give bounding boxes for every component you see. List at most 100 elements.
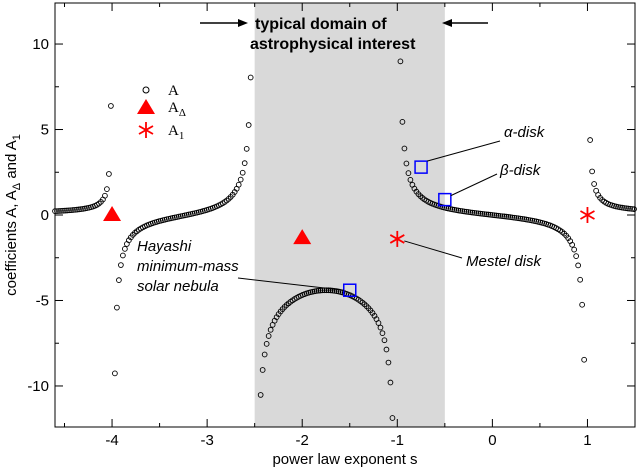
x-tick-label: 0 xyxy=(488,432,496,449)
series-a-point xyxy=(627,205,633,212)
series-a-point xyxy=(457,207,464,214)
x-tick-label: -1 xyxy=(391,432,404,449)
y-tick-label: 0 xyxy=(41,207,49,224)
series-a-point xyxy=(465,209,472,215)
series-a-point xyxy=(257,392,264,398)
series-a-point xyxy=(259,367,266,373)
series-a-point xyxy=(331,287,338,294)
series-a-point xyxy=(375,320,382,326)
series-a-point xyxy=(397,58,404,65)
series-a-point xyxy=(80,206,86,212)
annotation-hayashi-line1: Hayashi xyxy=(137,238,192,255)
series-a-point xyxy=(525,216,532,223)
series-a-point xyxy=(507,214,514,221)
series-a-point xyxy=(493,212,500,219)
series-a-point xyxy=(519,215,526,222)
series-a-point xyxy=(471,209,478,216)
x-tick-label: -2 xyxy=(296,432,309,449)
series-a-point xyxy=(317,287,324,294)
annotation-leader-lines xyxy=(237,140,501,291)
leader-beta-disk xyxy=(450,173,498,197)
series-a-point xyxy=(469,209,476,216)
series-a-point xyxy=(56,208,62,214)
legend-label-a-delta: AΔ xyxy=(168,100,186,119)
series-a-point xyxy=(66,207,72,214)
series-a-point xyxy=(405,170,412,176)
series-a-point xyxy=(389,415,396,421)
series-a-point xyxy=(265,333,272,339)
series-a-delta-triangle xyxy=(103,206,122,221)
x-tick-label: 1 xyxy=(583,432,591,449)
series-a-point xyxy=(571,246,578,253)
series-a-point xyxy=(72,206,78,213)
series-a-point xyxy=(491,212,498,219)
legend-label-a: A xyxy=(168,83,179,99)
series-a-point xyxy=(463,208,470,215)
series-a-point xyxy=(453,207,460,213)
series-a-point xyxy=(401,145,408,152)
series-a-point xyxy=(327,287,334,294)
series-a-point xyxy=(631,206,637,212)
series-a-point xyxy=(385,359,392,366)
series-a-point xyxy=(467,209,474,216)
legend-label-a-delta-sub: Δ xyxy=(179,107,186,119)
domain-arrow-left-head xyxy=(238,19,248,27)
series-a-point xyxy=(315,287,322,294)
series-a-point xyxy=(623,205,629,212)
series-a-point xyxy=(70,207,76,213)
series-a-one-asterisk xyxy=(580,207,595,223)
series-a-point xyxy=(501,213,508,220)
series-a-point xyxy=(581,356,587,363)
series-a-point xyxy=(387,379,394,386)
x-axis-title: power law exponent s xyxy=(272,451,417,468)
series-a-point xyxy=(483,211,490,218)
annotations: Hayashi minimum-mass solar nebula α-disk… xyxy=(137,124,546,295)
domain-label: typical domain of astrophysical interest xyxy=(200,16,488,53)
series-a-point xyxy=(499,213,506,220)
series-a-point xyxy=(625,205,631,212)
series-a-point xyxy=(76,206,82,213)
leader-hayashi xyxy=(237,277,344,291)
series-a-point xyxy=(621,205,627,211)
series-a-point xyxy=(617,204,623,211)
leader-mestel-disk xyxy=(404,240,463,259)
leader-alpha-disk xyxy=(426,140,501,162)
series-a-point xyxy=(311,288,318,295)
legend-symbol-triangle xyxy=(137,99,155,114)
y-axis-title: coefficients A, AΔ and A1 xyxy=(3,134,23,296)
series-a-point xyxy=(513,215,520,221)
series-a-point xyxy=(239,169,246,176)
annotation-beta-disk: β-disk xyxy=(499,162,542,179)
series-a-point xyxy=(263,341,270,347)
y-axis-title-part2: and A xyxy=(3,140,20,183)
series-a-point xyxy=(481,211,488,217)
series-a-point xyxy=(68,207,74,214)
series-a-point xyxy=(399,118,406,125)
series-a-point xyxy=(62,207,68,214)
y-axis-title-sub-delta: Δ xyxy=(11,182,23,190)
y-tick-label: -5 xyxy=(36,292,49,309)
series-a-point xyxy=(505,214,512,220)
series-a-point xyxy=(515,215,522,222)
series-a-point xyxy=(509,214,516,221)
series-a-point xyxy=(503,213,510,220)
series-a-point xyxy=(573,253,579,259)
series-a-point xyxy=(114,304,120,311)
series-a-point xyxy=(64,207,70,214)
series-a-point xyxy=(325,287,332,294)
series-a-point xyxy=(619,204,625,211)
x-tick-label: -3 xyxy=(200,432,213,449)
series-a-point xyxy=(237,176,244,183)
series-a-point xyxy=(112,370,118,377)
series-a-delta-triangle xyxy=(293,229,312,245)
series-a-point xyxy=(247,74,254,81)
series-a-point xyxy=(517,215,524,222)
series-a-point xyxy=(78,206,84,212)
series-a-point xyxy=(591,181,597,187)
series-a-point xyxy=(241,160,248,167)
series-a-point xyxy=(589,168,595,175)
series-a-point xyxy=(122,246,128,252)
x-tick-label: -4 xyxy=(105,432,118,449)
series-a-point xyxy=(74,206,80,213)
